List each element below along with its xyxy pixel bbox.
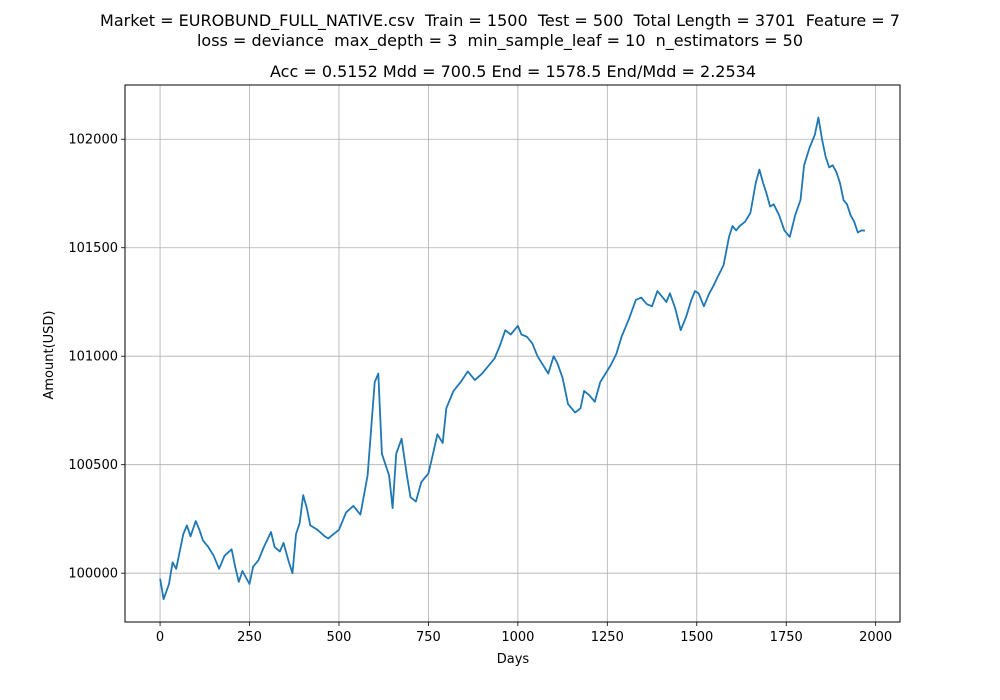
- y-tick-label: 100500: [68, 458, 118, 473]
- x-tick-label: 1500: [680, 630, 713, 645]
- x-axis: 0 250 500 750 1000 1250 1500 1750 2000: [156, 622, 892, 645]
- series-layer: [159, 116, 865, 601]
- x-axis-label: Days: [497, 652, 530, 667]
- x-tick-label: 1750: [770, 630, 803, 645]
- grid: [125, 85, 900, 622]
- y-axis: 100000 100500 101000 101500 102000: [68, 133, 125, 582]
- figure-suptitle-line-1: Market = EUROBUND_FULL_NATIVE.csv Train …: [100, 11, 900, 30]
- x-tick-label: 1250: [591, 630, 624, 645]
- y-tick-label: 102000: [68, 133, 118, 148]
- plot-frame: [124, 84, 901, 623]
- y-axis-label: Amount(USD): [42, 310, 57, 399]
- x-tick-label: 750: [416, 630, 441, 645]
- x-tick-label: 2000: [859, 630, 892, 645]
- x-tick-label: 0: [156, 630, 164, 645]
- x-tick-label: 250: [237, 630, 262, 645]
- plot-title: Acc = 0.5152 Mdd = 700.5 End = 1578.5 En…: [270, 62, 756, 81]
- figure-suptitle-line-2: loss = deviance max_depth = 3 min_sample…: [196, 31, 804, 50]
- x-tick-label: 1000: [501, 630, 534, 645]
- y-tick-label: 100000: [68, 567, 118, 582]
- x-tick-label: 500: [327, 630, 352, 645]
- y-tick-label: 101000: [68, 350, 118, 365]
- series-line: [159, 116, 865, 601]
- y-tick-label: 101500: [68, 241, 118, 256]
